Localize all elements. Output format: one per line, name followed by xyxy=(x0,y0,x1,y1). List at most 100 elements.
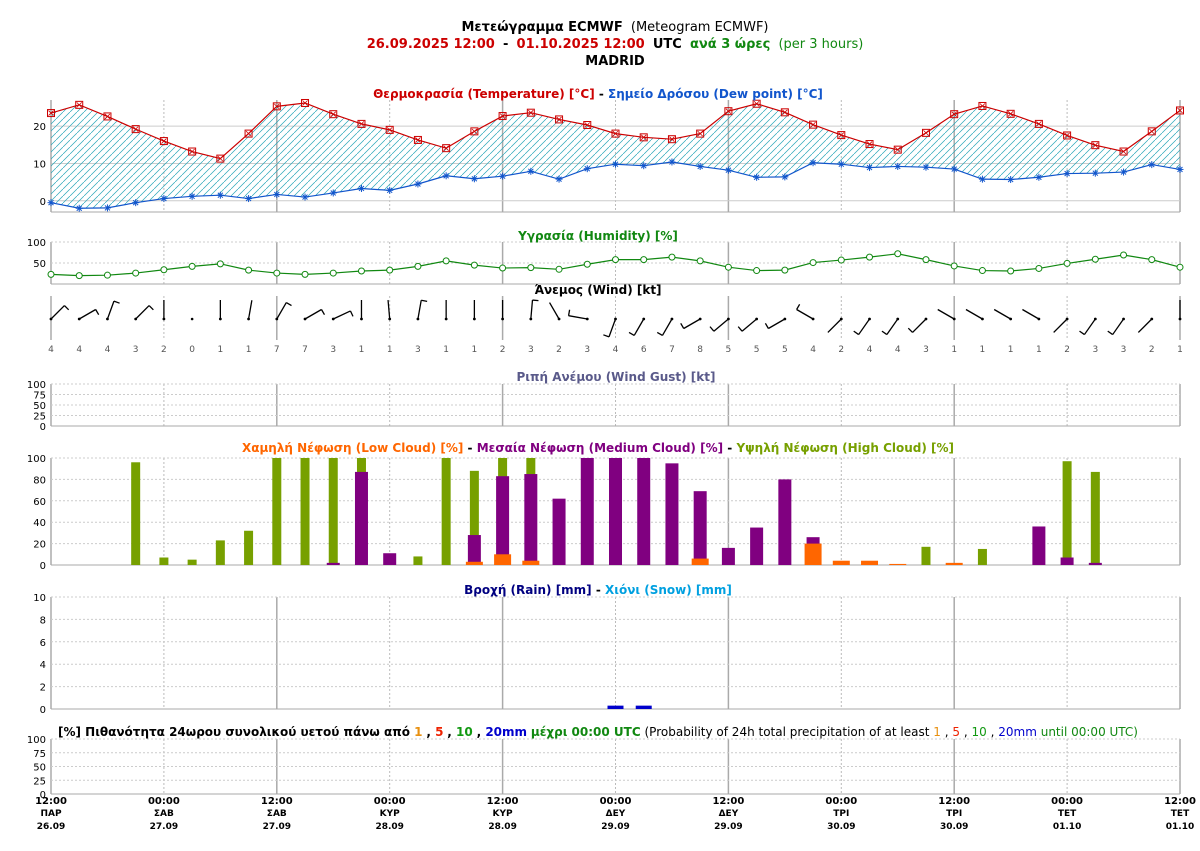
temperature-marker xyxy=(357,119,366,128)
dewpoint-point xyxy=(894,162,902,170)
temperature-point xyxy=(809,120,818,129)
wind-barb-staff xyxy=(886,318,899,335)
wind-barb-staff xyxy=(608,318,617,338)
x-tick: 12:00 ΣΑΒ 27.09 xyxy=(261,796,293,832)
temperature-marker xyxy=(921,128,930,137)
low-cloud-title: Χαμηλή Νέφωση (Low Cloud) [%] xyxy=(242,441,463,455)
dewpoint-point xyxy=(837,160,845,168)
wind-barb-flag xyxy=(1107,330,1114,336)
temperature-marker-x2 xyxy=(245,130,252,137)
wind-barb-staff xyxy=(568,315,588,320)
humidity-marker xyxy=(216,260,224,268)
wind-speed-label: 2 xyxy=(1149,345,1155,355)
snow-title: Χιόνι (Snow) [mm] xyxy=(605,583,732,597)
temperature-marker xyxy=(724,107,733,116)
prob-en-sep-2: , xyxy=(964,725,972,739)
temperature-point xyxy=(667,135,676,144)
temperature-point xyxy=(413,135,422,144)
dewpoint-point xyxy=(188,192,196,200)
wind-speed-label: 3 xyxy=(528,345,534,355)
temperature-marker xyxy=(131,125,140,134)
dewpoint-point xyxy=(245,195,253,203)
humidity-marker xyxy=(273,269,281,277)
temperature-marker-x2 xyxy=(838,132,845,138)
humidity-ytick-label: 100 xyxy=(27,238,46,249)
x-tick-time: 00:00 xyxy=(374,796,406,807)
temperature-point xyxy=(837,131,846,140)
humidity-marker xyxy=(160,266,168,274)
temperature-title: Θερμοκρασία (Temperature) [°C] xyxy=(373,87,595,101)
cloud-ytick-label: 0 xyxy=(40,561,46,572)
probability-ytick-label: 75 xyxy=(33,749,46,760)
precip-ytick-label: 2 xyxy=(40,683,46,694)
wind-barb-flag xyxy=(656,331,663,337)
humidity-marker xyxy=(414,262,422,270)
wind-speed-label: 3 xyxy=(584,345,590,355)
wind-panel-title: Άνεμος (Wind) [kt] xyxy=(534,283,661,297)
low-cloud-bar xyxy=(691,558,709,565)
temperature-marker xyxy=(75,100,84,109)
temperature-point xyxy=(583,121,592,130)
wind-speed-label: 4 xyxy=(895,345,901,355)
humidity-marker xyxy=(837,256,845,264)
x-tick-time: 00:00 xyxy=(1051,796,1083,807)
temperature-point xyxy=(1176,106,1184,115)
high-cloud-bar xyxy=(977,548,987,565)
temperature-point xyxy=(724,107,733,116)
wind-barb-staff xyxy=(530,300,534,320)
dewpoint-marker xyxy=(612,161,619,168)
precip-ytick-label: 4 xyxy=(40,660,46,671)
temperature-marker xyxy=(752,99,761,108)
temperature-point xyxy=(893,145,902,154)
dewpoint-marker xyxy=(584,165,591,172)
probability-ytick-label: 25 xyxy=(33,776,46,787)
temperature-point xyxy=(385,125,394,134)
humidity-marker xyxy=(245,266,253,274)
wind-barb-flag xyxy=(680,322,685,329)
x-tick-time: 00:00 xyxy=(825,796,857,807)
medium-cloud-bar xyxy=(383,553,397,565)
prob-sep-3: , xyxy=(477,725,486,739)
humidity-marker xyxy=(978,267,986,275)
dewpoint-title: Σημείο Δρόσου (Dew point) [°C] xyxy=(608,87,823,101)
wind-barb-flag xyxy=(853,330,859,336)
wind-barb xyxy=(331,310,354,321)
temperature-marker xyxy=(188,147,197,156)
wind-barb xyxy=(603,317,617,338)
high-cloud-bar xyxy=(215,540,225,565)
temperature-point xyxy=(272,102,281,111)
probability-panel-title: [%] Πιθανότητα 24ωρου συνολικού υετού πά… xyxy=(58,725,1138,739)
wind-speed-label: 3 xyxy=(1092,345,1098,355)
low-cloud-bar xyxy=(861,560,879,565)
wind-barb-staff xyxy=(1137,318,1153,333)
wind-barb-staff xyxy=(683,318,701,330)
x-tick-day: ΤΕΤ xyxy=(1058,809,1077,819)
x-tick-time: 12:00 xyxy=(35,796,67,807)
humidity-marker xyxy=(1120,251,1128,259)
dewpoint-point xyxy=(612,160,619,168)
wind-barb xyxy=(628,317,646,337)
wind-barb xyxy=(993,308,1013,321)
wind-speed-label: 4 xyxy=(76,345,82,355)
title-en: (Meteogram ECMWF) xyxy=(631,20,769,35)
prob-sep-2: , xyxy=(447,725,456,739)
wind-barb xyxy=(764,317,787,330)
cloud-ytick-label: 40 xyxy=(33,518,46,529)
temperature-marker xyxy=(498,112,507,121)
humidity-marker xyxy=(668,253,676,261)
cloud-ytick-label: 100 xyxy=(27,454,46,465)
x-tick-time: 12:00 xyxy=(1164,796,1196,807)
dewpoint-point xyxy=(103,204,111,212)
wind-barb xyxy=(247,300,253,321)
prob-en-until: until 00:00 UTC) xyxy=(1041,725,1138,739)
wind-barb xyxy=(275,301,292,321)
temperature-point xyxy=(752,99,761,108)
header-period: 26.09.2025 12:00 - 01.10.2025 12:00 UTC … xyxy=(367,37,864,52)
rain-bar xyxy=(607,705,624,709)
temperature-point xyxy=(1147,127,1156,136)
precip-title-sep: - xyxy=(596,583,605,597)
temperature-point xyxy=(442,144,451,153)
temperature-point xyxy=(329,110,338,119)
wind-barb-flag xyxy=(320,309,326,316)
x-tick: 12:00 ΠΑΡ 26.09 xyxy=(35,796,67,832)
